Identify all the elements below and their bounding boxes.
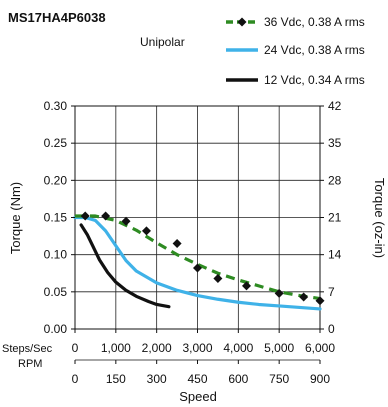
chart-title: MS17HA4P6038 [8, 10, 106, 25]
y-tick-label: 0.10 [44, 248, 68, 262]
y-tick-label: 0.05 [44, 285, 68, 299]
axes-layer: 0.00 0 0.05 7 0.10 14 0.15 21 0.20 28 0.25 35 0.30 42… [44, 99, 342, 386]
series-marker [141, 226, 151, 236]
y2-tick-label: 0 [328, 322, 335, 336]
y2-tick-label: 14 [328, 248, 342, 262]
legend-label: 24 Vdc, 0.38 A rms [264, 43, 365, 57]
x-tick-label-rpm: 900 [310, 372, 330, 386]
legend-label: 12 Vdc, 0.34 A rms [264, 73, 365, 87]
y-axis-label: Torque (Nm) [8, 182, 23, 254]
x-tick-label-steps: 3,000 [182, 341, 212, 355]
x-tick-label-steps: 5,000 [264, 341, 294, 355]
x-tick-label-rpm: 150 [106, 372, 126, 386]
series-marker [315, 296, 325, 306]
chart-subtitle: Unipolar [140, 35, 185, 49]
series-marker [299, 292, 309, 302]
legend-marker [237, 17, 247, 27]
series-marker [80, 211, 90, 221]
series-layer [73, 211, 325, 311]
y-tick-label: 0.00 [44, 322, 68, 336]
x-tick-label-steps: 4,000 [223, 341, 253, 355]
legend: 36 Vdc, 0.38 A rms 24 Vdc, 0.38 A rms 12 V… [226, 15, 365, 87]
x-tick-label-rpm: 600 [228, 372, 248, 386]
x-tick-label-steps: 6,000 [305, 341, 335, 355]
y2-axis-label: Torque (oz-in) [372, 178, 387, 258]
x-row-label-rpm: RPM [18, 358, 42, 370]
series-marker [172, 239, 182, 249]
x-tick-label-rpm: 750 [269, 372, 289, 386]
x-tick-label-rpm: 450 [187, 372, 207, 386]
y2-tick-label: 28 [328, 173, 342, 187]
y2-tick-label: 7 [328, 285, 335, 299]
series-marker [242, 281, 251, 291]
series-marker [101, 211, 111, 221]
y-tick-label: 0.15 [44, 211, 68, 225]
x-row-label-steps: Steps/Sec [2, 343, 53, 355]
legend-label: 36 Vdc, 0.38 A rms [264, 15, 365, 29]
series-marker [193, 263, 202, 273]
x-tick-label-rpm: 0 [72, 372, 79, 386]
y-tick-label: 0.30 [44, 99, 68, 113]
y2-tick-label: 35 [328, 136, 342, 150]
x-tick-label-steps: 2,000 [142, 341, 172, 355]
y2-tick-label: 42 [328, 99, 342, 113]
y2-tick-label: 21 [328, 211, 342, 225]
series-marker [121, 216, 131, 226]
series-marker [213, 273, 223, 283]
x-tick-label-steps: 1,000 [101, 341, 131, 355]
x-tick-label-steps: 0 [72, 341, 79, 355]
series-line-3 [79, 223, 171, 309]
x-axis-label: Speed [179, 389, 217, 404]
series-line-2 [73, 215, 322, 311]
x-tick-label-rpm: 300 [147, 372, 167, 386]
y-tick-label: 0.25 [44, 136, 68, 150]
series-marker [274, 288, 284, 298]
y-tick-label: 0.20 [44, 173, 68, 187]
grid [75, 106, 320, 329]
